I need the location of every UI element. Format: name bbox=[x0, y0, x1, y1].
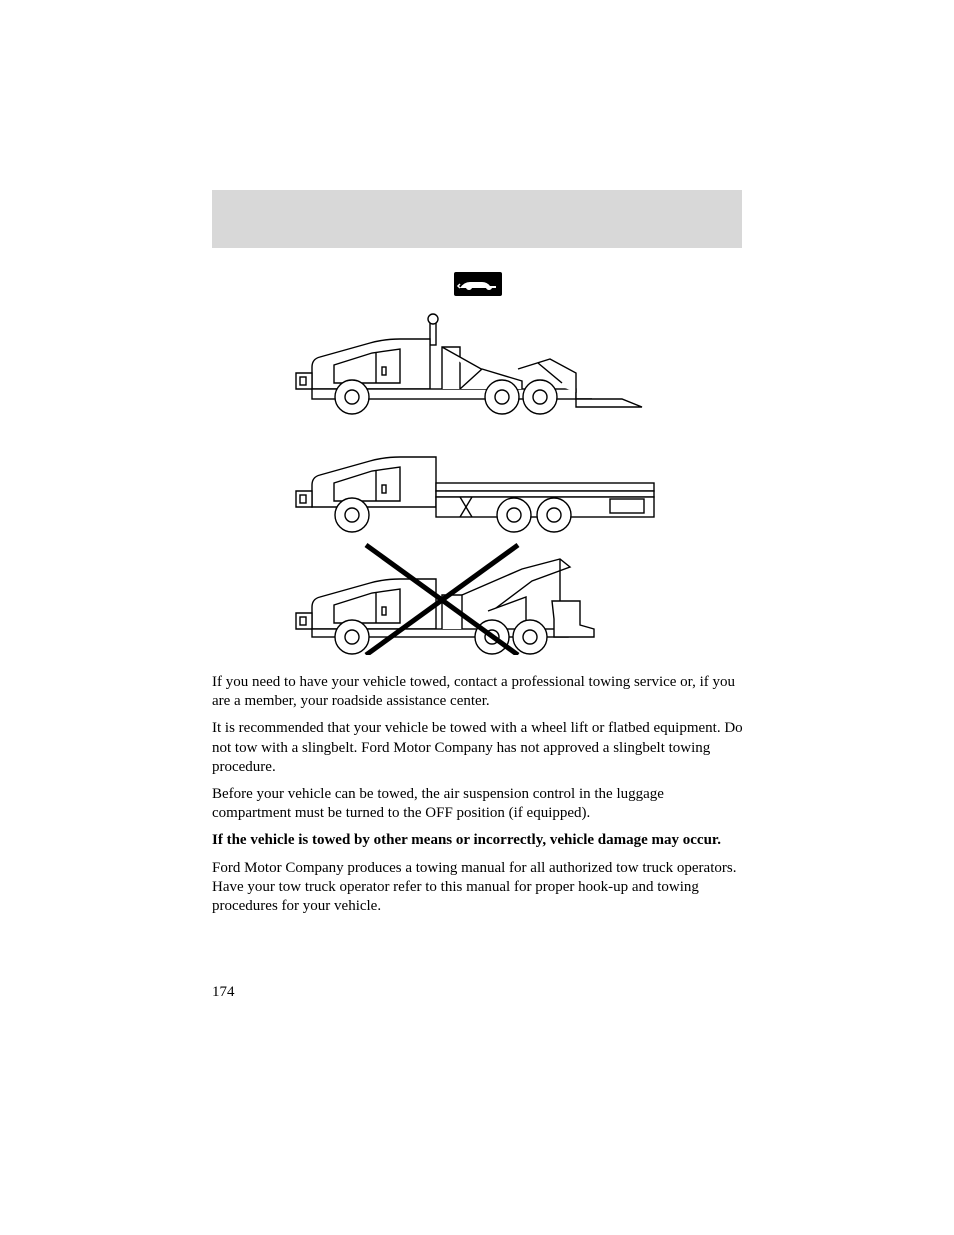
content-area: If you need to have your vehicle towed, … bbox=[212, 190, 744, 916]
diagram-slingbelt-truck bbox=[296, 545, 594, 655]
truck-symbol-icon bbox=[454, 272, 502, 296]
tow-truck-diagrams bbox=[292, 307, 664, 655]
page-number: 174 bbox=[212, 984, 235, 1001]
icon-row bbox=[212, 272, 744, 301]
paragraph-4-warning: If the vehicle is towed by other means o… bbox=[212, 831, 744, 850]
paragraph-1: If you need to have your vehicle towed, … bbox=[212, 673, 744, 711]
paragraph-5: Ford Motor Company produces a towing man… bbox=[212, 859, 744, 917]
paragraph-2: It is recommended that your vehicle be t… bbox=[212, 719, 744, 777]
diagram-wheel-lift-truck bbox=[296, 314, 642, 414]
truck-glyph-icon bbox=[454, 272, 502, 296]
paragraph-3: Before your vehicle can be towed, the ai… bbox=[212, 785, 744, 823]
diagram-svg bbox=[292, 307, 664, 655]
diagram-flatbed-truck bbox=[296, 457, 654, 532]
manual-page: If you need to have your vehicle towed, … bbox=[0, 0, 954, 1235]
